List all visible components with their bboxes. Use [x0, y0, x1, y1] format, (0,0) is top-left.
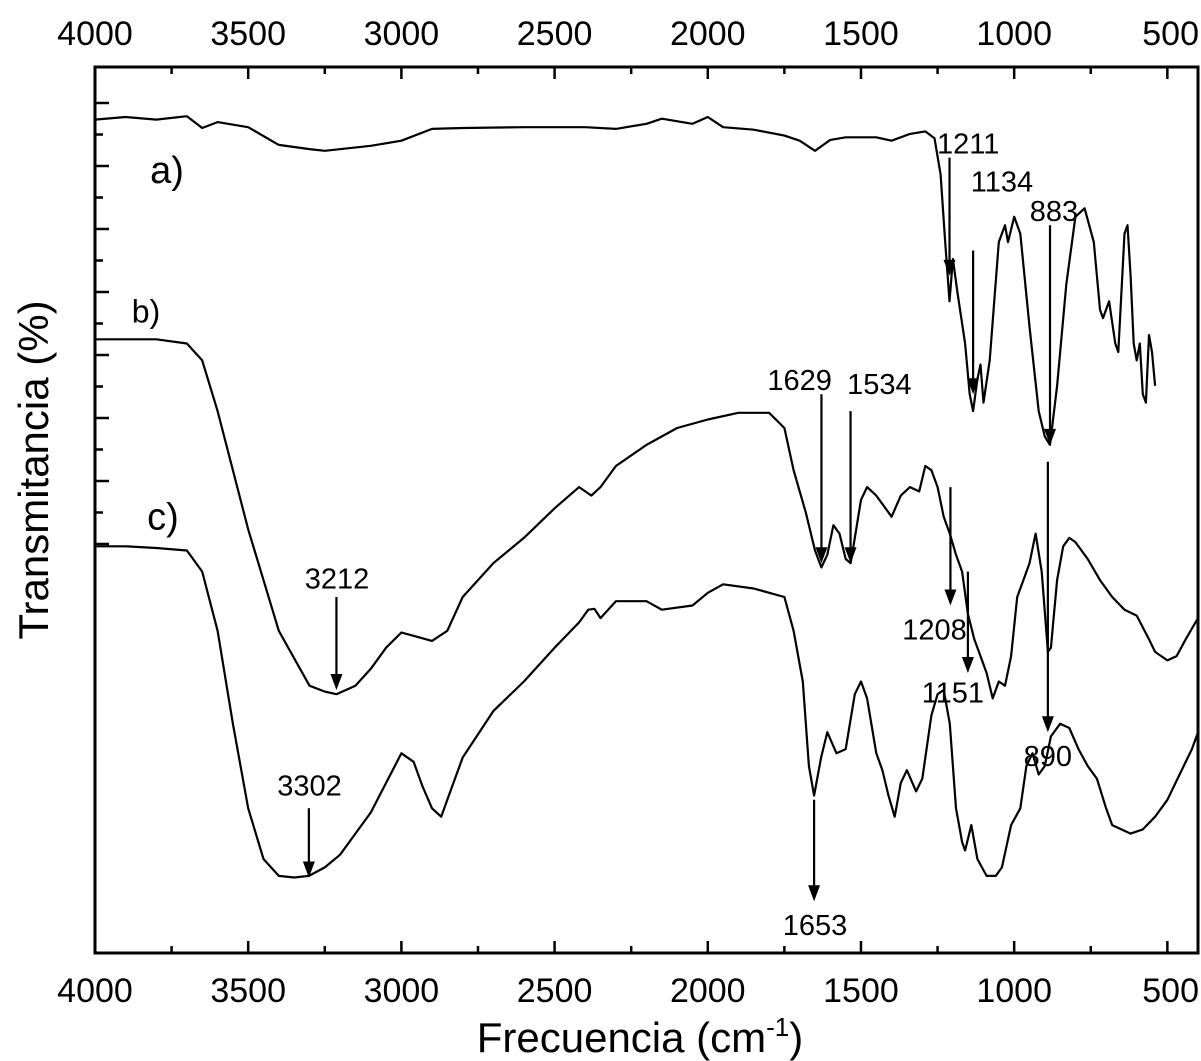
x-tick-label: 4000 [57, 972, 133, 1010]
x-axis-title-end: ) [789, 1014, 803, 1061]
peak-label: 883 [1030, 196, 1078, 228]
annotation-arrow-head [1041, 716, 1054, 733]
annotation-arrow-head [944, 589, 957, 606]
peak-label: 3212 [305, 564, 370, 596]
x-tick-label-top: 1500 [823, 15, 899, 53]
x-tick-label-top: 3000 [364, 15, 440, 53]
annotation-arrow-head [967, 378, 980, 395]
peak-label: 1629 [767, 365, 832, 397]
x-tick-label: 1000 [976, 972, 1052, 1010]
peak-label: 1211 [937, 128, 999, 160]
annotation-arrow-head [1044, 428, 1057, 445]
series-line-b [95, 338, 1199, 700]
bottom-axis-tick-labels: 4000 3500 3000 2500 2000 1500 1000 500 [57, 972, 1199, 1010]
x-tick-label-top: 500 [1142, 15, 1199, 53]
x-axis-title-main: Frecuencia (cm [477, 1014, 766, 1061]
x-tick-label-top: 2500 [517, 15, 593, 53]
series-curves [94, 115, 1200, 879]
x-tick-label: 2000 [670, 972, 746, 1010]
x-tick-label-top: 1000 [976, 15, 1052, 53]
annotation-arrow-head [815, 547, 828, 564]
x-tick-label: 500 [1142, 972, 1199, 1010]
x-tick-label-top: 2000 [670, 15, 746, 53]
peak-label: 890 [1024, 741, 1072, 773]
series-label: b) [132, 293, 160, 329]
peak-label: 1134 [971, 166, 1033, 198]
peak-label: 3302 [277, 771, 342, 803]
annotation-arrow-head [302, 861, 315, 878]
annotation-arrow-head [330, 673, 343, 690]
x-tick-label: 3500 [210, 972, 286, 1010]
peak-label: 1534 [847, 369, 912, 401]
series-line-c [95, 545, 1200, 879]
series-label: a) [150, 150, 184, 192]
annotation-arrow-head [961, 657, 974, 674]
x-tick-label: 3000 [364, 972, 440, 1010]
series-labels: a) b) c) [132, 150, 184, 538]
series-label: c) [147, 496, 179, 538]
top-axis-tick-labels: 4000 3500 3000 2500 2000 1500 1000 500 [57, 15, 1199, 53]
x-tick-label-top: 3500 [210, 15, 286, 53]
x-tick-label-top: 4000 [57, 15, 133, 53]
peak-label: 1653 [783, 910, 848, 942]
y-axis-title: Transmitancia (%) [10, 300, 57, 639]
x-axis-title: Frecuencia (cm-1) [477, 1012, 804, 1061]
annotation-arrow-head [943, 259, 956, 276]
annotation-arrow-head [808, 885, 821, 902]
axis-ticks [93, 67, 1169, 953]
x-axis-title-sup: -1 [766, 1012, 789, 1042]
peak-label: 1151 [922, 678, 984, 710]
series-line-a [94, 115, 1157, 446]
x-tick-label: 1500 [823, 972, 899, 1010]
x-tick-label: 2500 [517, 972, 593, 1010]
annotation-arrow-head [844, 547, 857, 564]
peak-label: 1208 [902, 614, 967, 646]
plot-frame [93, 65, 1200, 955]
